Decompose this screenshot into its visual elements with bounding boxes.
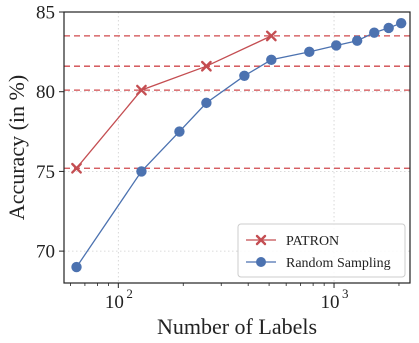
series-layer — [71, 17, 407, 273]
data-point-random-sampling — [239, 70, 250, 81]
legend: PATRON Random Sampling — [237, 223, 406, 278]
data-point-random-sampling — [369, 27, 380, 38]
data-point-random-sampling — [395, 17, 407, 29]
data-point-random-sampling — [331, 40, 342, 51]
data-point-patron — [136, 84, 147, 96]
x-tick-exponent: 2 — [126, 286, 133, 301]
y-tick-label: 85 — [36, 3, 55, 24]
legend-box — [237, 223, 406, 278]
data-point-random-sampling — [383, 22, 394, 34]
x-axis: 10 2 10 3 — [70, 283, 400, 313]
data-point-random-sampling — [304, 46, 315, 58]
reference-lines — [64, 35, 410, 169]
data-point-random-sampling — [201, 97, 212, 109]
plot-frame — [63, 11, 411, 284]
y-tick-label: 75 — [36, 162, 55, 183]
data-point-random-sampling — [266, 54, 277, 66]
x-tick-label: 10 — [105, 292, 124, 313]
data-point-patron — [265, 30, 277, 42]
legend-label-patron: PATRON — [286, 234, 339, 249]
legend-marker-patron — [255, 234, 267, 246]
y-tick-label: 80 — [36, 82, 55, 103]
data-point-random-sampling — [351, 35, 363, 46]
data-point-random-sampling — [71, 261, 82, 273]
x-tick-label: 10 — [321, 292, 340, 313]
x-tick-exponent: 3 — [342, 286, 349, 301]
legend-label-random-sampling: Random Sampling — [286, 256, 391, 271]
x-axis-label: Number of Labels — [157, 314, 317, 339]
data-point-random-sampling — [136, 166, 147, 177]
y-axis: 70 75 80 85 — [36, 3, 64, 263]
data-point-patron — [71, 162, 82, 174]
legend-marker-random-sampling — [256, 257, 266, 267]
data-point-random-sampling — [174, 126, 185, 137]
y-axis-label: Accuracy (in %) — [4, 75, 29, 220]
data-point-patron — [200, 60, 212, 72]
series-line-patron — [76, 35, 272, 169]
y-tick-label: 70 — [36, 242, 55, 263]
